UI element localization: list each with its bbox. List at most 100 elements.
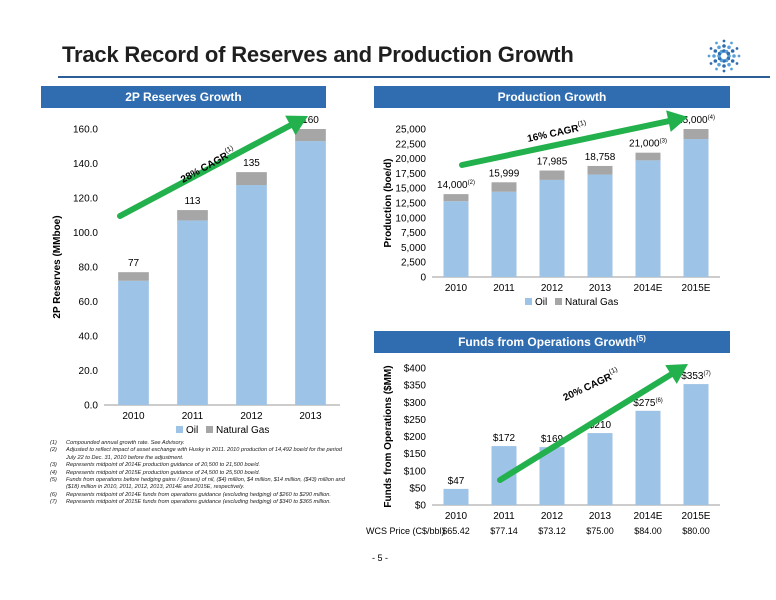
bar-ffo: [443, 488, 469, 505]
y-tick-label: $400: [404, 364, 427, 375]
wcs-price-value: $73.12: [538, 526, 566, 536]
bar-total-label: 25,000(4): [677, 115, 715, 126]
bar-ffo: [635, 410, 661, 505]
y-tick-label: 140.0: [73, 159, 98, 170]
bar-value-label-sup: (6): [655, 398, 662, 404]
bar-total-label: 135: [243, 158, 260, 169]
ffo-cagr-arrow-shaft: [497, 371, 674, 483]
bar-total-label-text: 17,985: [537, 157, 568, 168]
x-tick-label: 2015E: [682, 511, 711, 522]
y-tick-label: $0: [415, 501, 427, 512]
y-tick-label: 100.0: [73, 228, 98, 239]
bar-oil: [539, 179, 565, 277]
bar-value-label: $275(6): [633, 398, 663, 409]
ffo-cagr-label-sup: (1): [608, 366, 619, 376]
y-axis-title: Funds from Operations ($MM): [383, 365, 394, 507]
legend-label-gas: Natural Gas: [216, 425, 269, 436]
logo-dot: [730, 41, 733, 45]
bar-total-label: 77: [128, 258, 140, 269]
wcs-price-value: $80.00: [682, 526, 710, 536]
y-tick-label: $200: [404, 432, 427, 443]
production-cagr-arrow-shaft: [459, 118, 672, 168]
x-tick-label: 2013: [589, 283, 612, 294]
bar-value-label-text: $275: [633, 398, 656, 409]
legend-label-gas: Natural Gas: [565, 297, 618, 308]
bar-value-label-text: $47: [448, 476, 465, 487]
y-tick-label: 60.0: [79, 297, 99, 308]
x-tick-label: 2012: [240, 411, 263, 422]
footnote-number: (7): [50, 499, 57, 506]
logo-dot: [722, 39, 726, 43]
logo-dot: [735, 62, 739, 65]
bar-total-label: 15,999: [489, 168, 520, 179]
reserves-cagr-label-sup: (1): [224, 145, 235, 155]
legend-label-oil: Oil: [186, 425, 198, 436]
x-tick-label: 2012: [541, 283, 564, 294]
bar-value-label: $169: [541, 434, 564, 445]
footnote: (1) Compounded annual growth rate. See Ad…: [50, 440, 350, 447]
y-tick-label: 40.0: [79, 332, 99, 343]
bar-natural-gas: [295, 129, 326, 142]
logo-dot: [730, 59, 735, 63]
bar-value-label: $353(7): [681, 371, 711, 382]
bar-total-label: 17,985: [537, 157, 568, 168]
x-tick-label: 2013: [299, 411, 322, 422]
logo-dot: [732, 54, 736, 58]
bar-value-label-sup: (7): [703, 371, 710, 377]
logo-dot: [707, 54, 711, 58]
y-tick-label: 20.0: [79, 366, 99, 377]
wcs-price-value: $77.14: [490, 526, 518, 536]
bar-oil: [587, 174, 613, 277]
footnote: (2) Adjusted to reflect impact of asset e…: [50, 447, 350, 462]
bar-natural-gas: [177, 210, 208, 221]
logo-dot: [709, 62, 713, 65]
logo-dot: [717, 45, 721, 50]
y-tick-label: 12,500: [395, 199, 426, 210]
legend-swatch-oil: [176, 426, 183, 433]
production-cagr-label-sup: (1): [577, 120, 587, 129]
x-tick-label: 2010: [445, 511, 468, 522]
footnote-text: Funds from operations before hedging gai…: [66, 477, 345, 491]
legend-swatch-gas: [206, 426, 213, 433]
y-tick-label: 10,000: [395, 213, 426, 224]
x-tick-label: 2011: [493, 283, 515, 294]
title-rule: [58, 76, 770, 78]
bar-total-label-text: 18,758: [585, 152, 616, 163]
page-title: Track Record of Reserves and Production …: [62, 42, 574, 67]
bar-ffo: [683, 384, 709, 505]
x-tick-label: 2011: [493, 511, 515, 522]
bar-total-label-sup: (3): [660, 139, 667, 145]
footnote-text: Adjusted to reflect impact of asset exch…: [66, 447, 343, 461]
logo-dot: [726, 51, 731, 56]
footnote: (7) Represents midpoint of 2015E funds fr…: [50, 499, 350, 506]
bar-oil: [236, 185, 267, 405]
footnote-text: Represents midpoint of 2015E funds from …: [66, 499, 331, 506]
y-tick-label: $100: [404, 466, 427, 477]
bar-oil: [635, 160, 661, 277]
bar-total-label-sup: (2): [468, 180, 475, 186]
bar-total-label: 21,000(3): [629, 139, 667, 150]
footnote-number: (1): [50, 440, 57, 446]
footnote-text: Represents midpoint of 2015E production …: [66, 469, 261, 476]
bar-natural-gas: [683, 129, 709, 140]
logo-dot: [727, 45, 731, 50]
footnote-text: Compounded annual growth rate. See Advis…: [66, 440, 185, 446]
logo-dot: [722, 69, 726, 73]
x-tick-label: 2015E: [682, 283, 711, 294]
logo-dot: [730, 49, 735, 53]
logo-dot: [735, 47, 739, 50]
legend-label-oil: Oil: [535, 297, 547, 308]
ffo-cagr-label-text: 20% CAGR: [562, 371, 615, 403]
footnote-text: Represents midpoint of 2014E production …: [66, 462, 261, 469]
wcs-price-value: $75.00: [586, 526, 614, 536]
bar-value-label: $210: [589, 420, 612, 431]
x-tick-label: 2011: [182, 411, 204, 422]
bar-ffo: [539, 447, 565, 505]
y-axis-title: 2P Reserves (MMboe): [52, 215, 63, 318]
y-tick-label: 25,000: [395, 125, 426, 136]
bar-value-label-text: $210: [589, 420, 612, 431]
bar-oil: [443, 201, 469, 277]
bar-oil: [295, 141, 326, 405]
y-tick-label: 5,000: [401, 243, 426, 254]
